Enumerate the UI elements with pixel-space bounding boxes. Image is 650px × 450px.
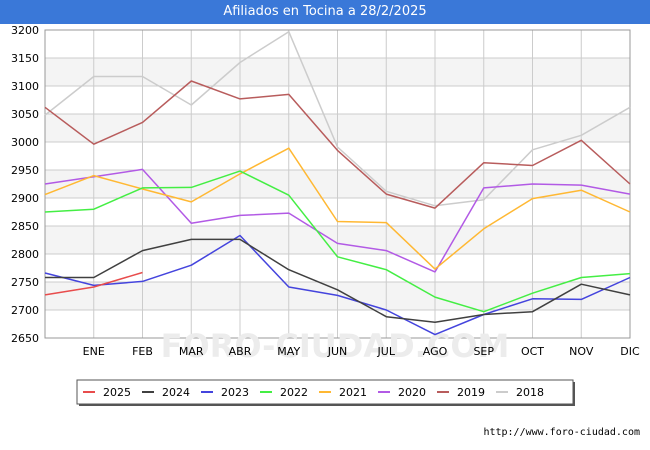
y-tick-label: 2650: [11, 332, 39, 345]
x-tick-label: SEP: [473, 345, 494, 358]
y-tick-label: 3200: [11, 24, 39, 37]
x-tick-label: DIC: [620, 345, 640, 358]
y-tick-label: 2850: [11, 220, 39, 233]
legend-label-2018: 2018: [516, 386, 544, 399]
series-line-2022: [44, 170, 631, 313]
x-tick-label: AGO: [423, 345, 448, 358]
chart-title: Afiliados en Tocina a 28/2/2025: [223, 4, 427, 19]
legend-label-2021: 2021: [339, 386, 367, 399]
source-url[interactable]: http://www.foro-ciudad.com: [483, 427, 640, 438]
y-tick-label: 3150: [11, 52, 39, 65]
y-tick-label: 3100: [11, 80, 39, 93]
y-tick-label: 2950: [11, 164, 39, 177]
y-tick-label: 2800: [11, 248, 39, 261]
legend-label-2025: 2025: [103, 386, 131, 399]
series-line-2024: [45, 238, 631, 324]
y-tick-label: 3050: [11, 108, 39, 121]
series-line-2021: [44, 147, 631, 270]
x-tick-label: ABR: [229, 345, 252, 358]
series-line-2018: [44, 30, 631, 207]
y-tick-label: 2750: [11, 276, 39, 289]
legend-label-2022: 2022: [280, 386, 308, 399]
x-tick-label: ENE: [83, 345, 105, 358]
x-axis: ENE FEB MAR ABR MAY JUN JUL AGO SEP OCT NOV DIC: [83, 345, 640, 358]
watermark: FORO-CIUDAD.COM: [161, 327, 510, 365]
x-tick-label: FEB: [132, 345, 153, 358]
legend-label-2019: 2019: [457, 386, 485, 399]
series-line-2020: [44, 168, 631, 273]
series-line-2025: [44, 271, 143, 296]
legend-label-2023: 2023: [221, 386, 249, 399]
x-tick-label: JUN: [327, 345, 348, 358]
x-tick-label: MAY: [277, 345, 300, 358]
legend: 2025 2024 2023 2022 2021 2020 2019 2018: [76, 379, 575, 406]
x-tick-label: NOV: [569, 345, 594, 358]
y-tick-label: 3000: [11, 136, 39, 149]
y-axis: 2650 2700 2750 2800 2850 2900 2950 3000 3050 3100…: [11, 24, 39, 345]
x-tick-label: JUL: [377, 345, 396, 358]
legend-label-2024: 2024: [162, 386, 190, 399]
series-lines: [44, 30, 631, 336]
x-tick-label: OCT: [521, 345, 544, 358]
x-tick-label: MAR: [179, 345, 204, 358]
series-line-2023: [44, 234, 631, 336]
series-line-2019: [44, 80, 631, 209]
legend-label-2020: 2020: [398, 386, 426, 399]
y-tick-label: 2900: [11, 192, 39, 205]
title-bar: [0, 0, 650, 24]
y-tick-label: 2700: [11, 304, 39, 317]
